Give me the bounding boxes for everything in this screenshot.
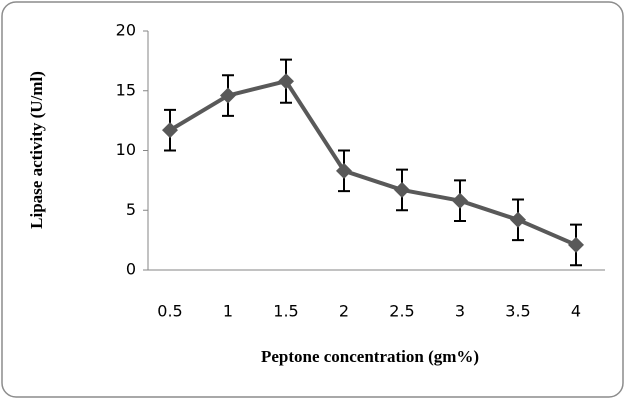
x-tick-label: 4 xyxy=(571,302,581,321)
x-tick-label: 3.5 xyxy=(505,302,530,321)
data-line xyxy=(168,79,577,247)
y-tick-label: 0 xyxy=(126,260,136,279)
y-tick-label: 5 xyxy=(126,200,136,219)
marker xyxy=(452,192,468,209)
y-axis-label: Lipase activity (U/ml) xyxy=(27,71,46,229)
y-tick-label: 10 xyxy=(116,140,136,159)
marker xyxy=(336,162,352,179)
x-tick-label: 2.5 xyxy=(389,302,414,321)
x-tick-label: 1.5 xyxy=(273,302,298,321)
x-tick-label: 3 xyxy=(455,302,465,321)
x-tick-label: 0.5 xyxy=(157,302,182,321)
marker xyxy=(278,73,294,90)
marker xyxy=(568,236,584,253)
marker xyxy=(162,122,178,139)
marker xyxy=(220,87,236,104)
x-tick-label: 2 xyxy=(339,302,349,321)
y-tick-label: 20 xyxy=(116,21,136,40)
x-axis-label: Peptone concentration (gm%) xyxy=(261,347,479,366)
marker xyxy=(394,181,410,198)
marker xyxy=(510,211,526,228)
y-tick-label: 15 xyxy=(116,80,136,99)
x-tick-label: 1 xyxy=(223,302,233,321)
